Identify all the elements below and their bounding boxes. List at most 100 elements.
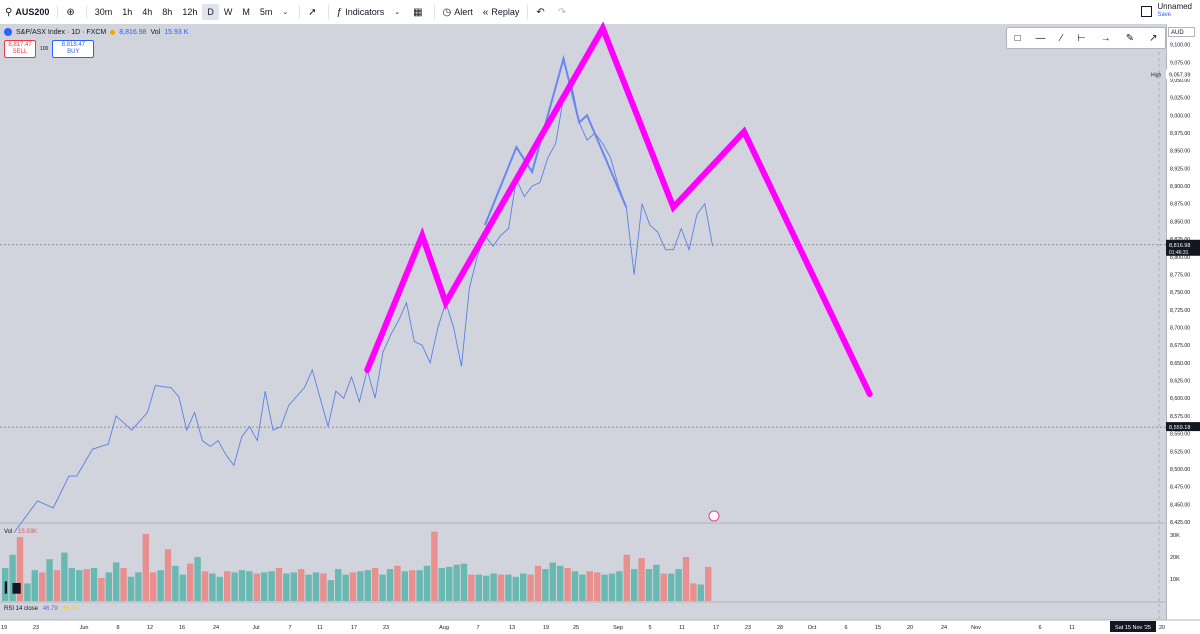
volume-bar [416, 570, 423, 601]
date-axis [0, 620, 1200, 634]
currency-label: AUD [1171, 30, 1184, 36]
sell-label: SELL [12, 49, 28, 55]
interval-label: 30m [94, 7, 113, 17]
volume-bar [527, 574, 534, 601]
interval-12h[interactable]: 12h [177, 0, 202, 24]
volume-bar [616, 571, 623, 601]
date-tick-label: 13 [509, 625, 515, 631]
chart-type-button[interactable]: ➚ [303, 0, 324, 24]
select-rectangle-icon[interactable]: □ [1014, 32, 1021, 44]
price-tick-label: 8,425.00 [1170, 520, 1190, 526]
date-tick-label: 19 [1, 625, 7, 631]
date-tick-label: Jul [252, 625, 259, 631]
rewind-icon: « [482, 6, 489, 18]
ray-icon[interactable]: ↗ [1149, 32, 1158, 44]
volume-bar [372, 568, 379, 601]
interval-8h[interactable]: 8h [157, 0, 177, 24]
extended-line-icon[interactable]: → [1100, 32, 1111, 44]
price-tick-label: 8,550.00 [1170, 432, 1190, 438]
layout-grid-button[interactable]: ▦ [408, 0, 430, 24]
date-tick-label: 7 [288, 625, 291, 631]
volume-bar [164, 549, 172, 601]
volume-bar [231, 572, 238, 601]
price-axis[interactable] [1166, 24, 1200, 634]
redo-button[interactable]: ↷ [553, 0, 574, 24]
volume-bar [394, 565, 401, 601]
volume-bar [9, 554, 16, 601]
volume-bar [401, 571, 408, 601]
currency-selector[interactable]: AUD [1168, 27, 1195, 37]
horizontal-line-icon[interactable]: ⊢ [1077, 32, 1086, 44]
head-and-shoulders-pattern-line [364, 21, 873, 397]
indicators-dropdown[interactable]: ⌄ [389, 0, 408, 24]
chart-plot-area[interactable] [0, 24, 1166, 634]
divider [527, 5, 529, 19]
save-link[interactable]: Save [1157, 12, 1171, 18]
divider [433, 5, 435, 19]
date-tick-label: 7 [476, 625, 479, 631]
volume-bar [305, 574, 312, 601]
interval-w[interactable]: W [219, 0, 238, 24]
price-tick-label: 8,775.00 [1170, 272, 1190, 278]
interval-m[interactable]: M [237, 0, 255, 24]
sell-button[interactable]: 8,817.47 SELL [4, 40, 36, 58]
legend-vol-value: 15.93 K [164, 28, 189, 36]
volume-bars [2, 531, 712, 601]
volume-bar [349, 572, 357, 601]
volume-bar [320, 573, 327, 601]
date-tick-label: 11 [1069, 625, 1075, 631]
volume-bar [61, 552, 68, 601]
volume-bar [409, 570, 416, 601]
price-tick-label: 9,075.00 [1170, 60, 1190, 66]
rsi-value-ma: 46.79 [62, 606, 78, 612]
volume-bar [113, 562, 120, 601]
pen-icon[interactable]: ✎ [1125, 32, 1135, 44]
price-tick-label: 8,900.00 [1170, 184, 1190, 190]
volume-bar [157, 570, 164, 601]
volume-bar [342, 574, 349, 601]
date-tick-label: 17 [713, 625, 719, 631]
date-tick-label: 5 [648, 625, 651, 631]
volume-label: Vol [4, 529, 13, 535]
layout-save[interactable]: Unnamed Save [1141, 2, 1192, 20]
volume-bar [209, 573, 216, 601]
date-tick-label: 11 [679, 625, 685, 631]
interval-d[interactable]: D [202, 4, 219, 20]
volume-bar [216, 576, 223, 601]
trend-line-icon[interactable]: ∕ [1060, 32, 1063, 44]
buy-button[interactable]: 8,818.47 BUY [52, 40, 95, 58]
indicators-button[interactable]: ƒ Indicators [332, 0, 390, 24]
price-tick-label: 8,750.00 [1170, 290, 1190, 296]
replay-button[interactable]: « Replay [478, 0, 525, 24]
interval-dropdown[interactable]: ⌄ [277, 0, 296, 24]
interval-1h[interactable]: 1h [117, 0, 137, 24]
volume-bar [475, 574, 482, 601]
undo-button[interactable]: ↶ [531, 0, 552, 24]
interval-30m[interactable]: 30m [90, 0, 118, 24]
divider [57, 5, 59, 19]
volume-bar [601, 574, 608, 601]
interval-5m[interactable]: 5m [255, 0, 278, 24]
high-marker-box [1166, 69, 1200, 79]
price-tick-label: 8,675.00 [1170, 343, 1190, 349]
horizontal-ray-icon[interactable]: — [1035, 32, 1046, 44]
layout-checkbox[interactable] [1141, 6, 1153, 17]
price-tick-label: 8,800.00 [1170, 255, 1190, 261]
volume-bar [557, 565, 564, 601]
volume-bar [98, 577, 105, 601]
volume-bar [39, 572, 46, 601]
alert-button[interactable]: ◷ Alert [438, 0, 478, 24]
price-tick-label: 8,700.00 [1170, 326, 1190, 332]
volume-bar [690, 583, 697, 601]
symbol-label: AUS200 [15, 7, 50, 17]
compare-button[interactable]: ⊕ [61, 0, 82, 24]
date-tick-label: 11 [317, 625, 323, 631]
price-tick-label: 8,475.00 [1170, 485, 1190, 491]
date-tick-label: Oct [808, 625, 817, 631]
interval-4h[interactable]: 4h [137, 0, 157, 24]
date-tick-label: 15 [875, 625, 881, 631]
price-series-line [13, 82, 714, 533]
event-marker-icon [708, 510, 720, 522]
top-toolbar: ⚲ AUS200 ⊕ 30m 1h 4h 8h 12h D W M 5m ⌄ ➚… [0, 0, 1200, 25]
symbol-search-button[interactable]: ⚲ AUS200 [0, 0, 54, 24]
